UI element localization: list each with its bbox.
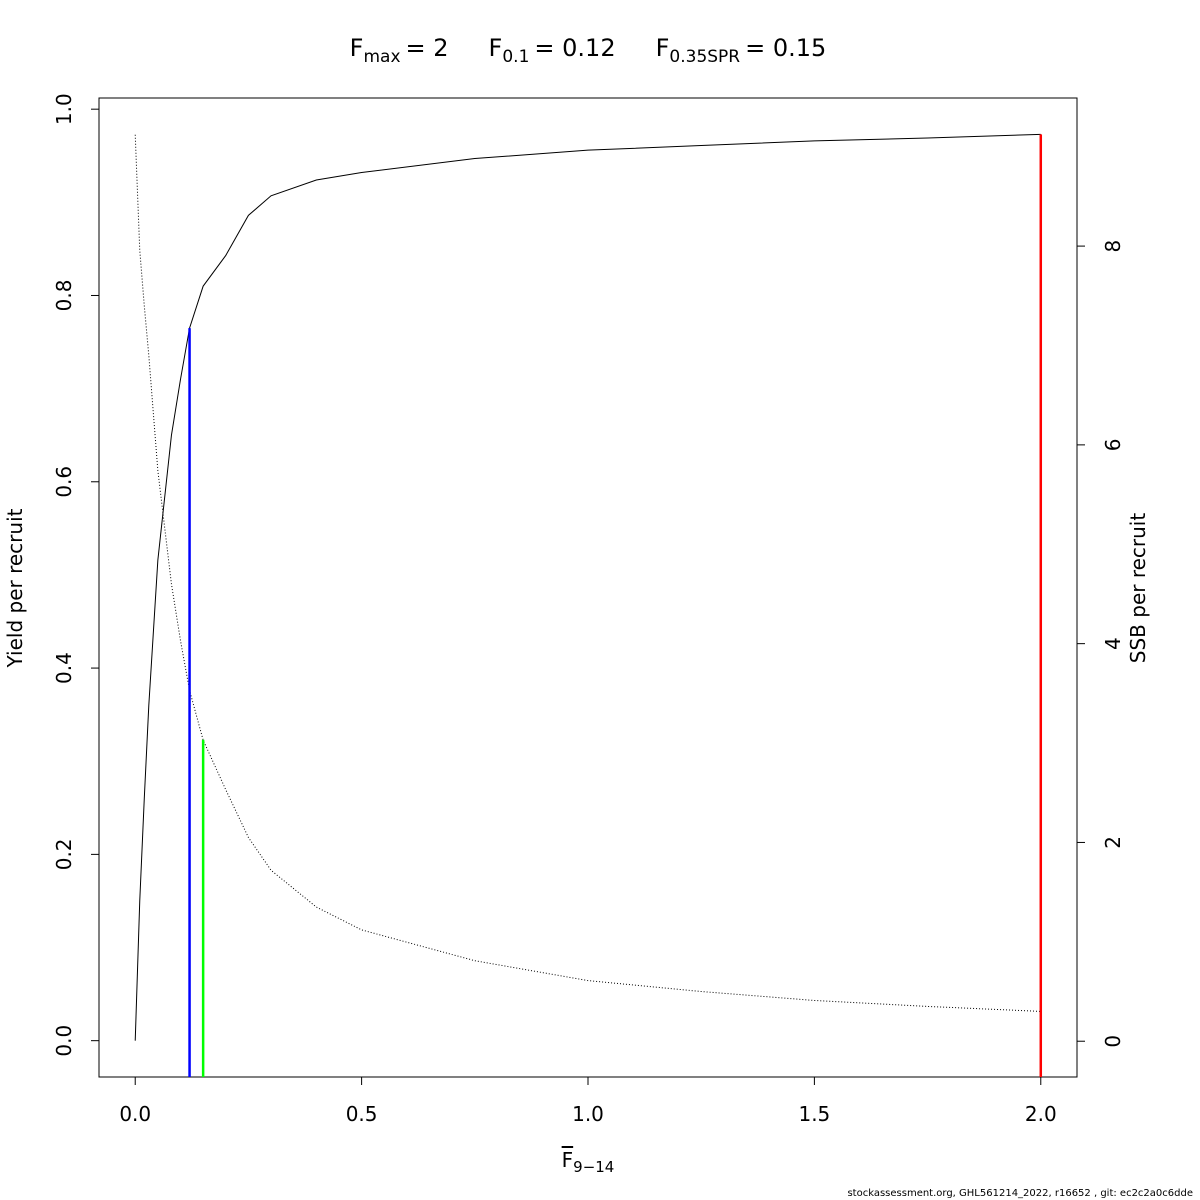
- y2-tick-label: 8: [1101, 240, 1125, 253]
- y-tick-label: 0.8: [52, 280, 76, 312]
- y-tick-label: 1.0: [52, 93, 76, 125]
- title-subscript: max: [363, 47, 400, 67]
- y-tick-label: 0.0: [52, 1025, 76, 1057]
- title-value: = 0.12: [534, 34, 615, 62]
- y-tick-label: 0.6: [52, 466, 76, 498]
- x-tick-label: 0.0: [119, 1102, 151, 1126]
- plot-frame: [98, 97, 1078, 1078]
- title-value: = 0.15: [745, 34, 826, 62]
- y2-tick-label: 6: [1101, 439, 1125, 452]
- y-tick-label: 0.2: [52, 838, 76, 870]
- x-tick-label: 2.0: [1025, 1102, 1057, 1126]
- y2-tick-label: 2: [1101, 836, 1125, 849]
- x-label-subscript: 9−14: [573, 1158, 614, 1176]
- chart-title: Fmax = 2 F0.1 = 0.12 F0.35SPR = 0.15: [350, 34, 827, 67]
- x-axis-title: F9−14: [562, 1148, 615, 1176]
- series-line: [134, 133, 1041, 1041]
- y2-axis-title: SSB per recruit: [1126, 513, 1150, 664]
- title-value: = 2: [406, 34, 449, 62]
- x-tick-label: 0.5: [346, 1102, 378, 1126]
- x-tick-label: 1.0: [572, 1102, 604, 1126]
- y2-tick-label: 4: [1101, 637, 1125, 650]
- title-symbol: F: [350, 34, 364, 62]
- title-subscript: 0.35SPR: [669, 47, 740, 67]
- y2-tick-label: 0: [1101, 1035, 1125, 1048]
- series-line: [134, 134, 1041, 1012]
- title-subscript: 0.1: [502, 47, 529, 67]
- title-symbol: F: [656, 34, 670, 62]
- footer: stockassessment.org, GHL561214_2022, r16…: [847, 1188, 1193, 1199]
- title-symbol: F: [489, 34, 503, 62]
- y-tick-label: 0.4: [52, 652, 76, 684]
- x-label-symbol: F: [562, 1148, 574, 1172]
- x-tick-label: 1.5: [798, 1102, 830, 1126]
- y-axis-title: Yield per recruit: [3, 508, 27, 668]
